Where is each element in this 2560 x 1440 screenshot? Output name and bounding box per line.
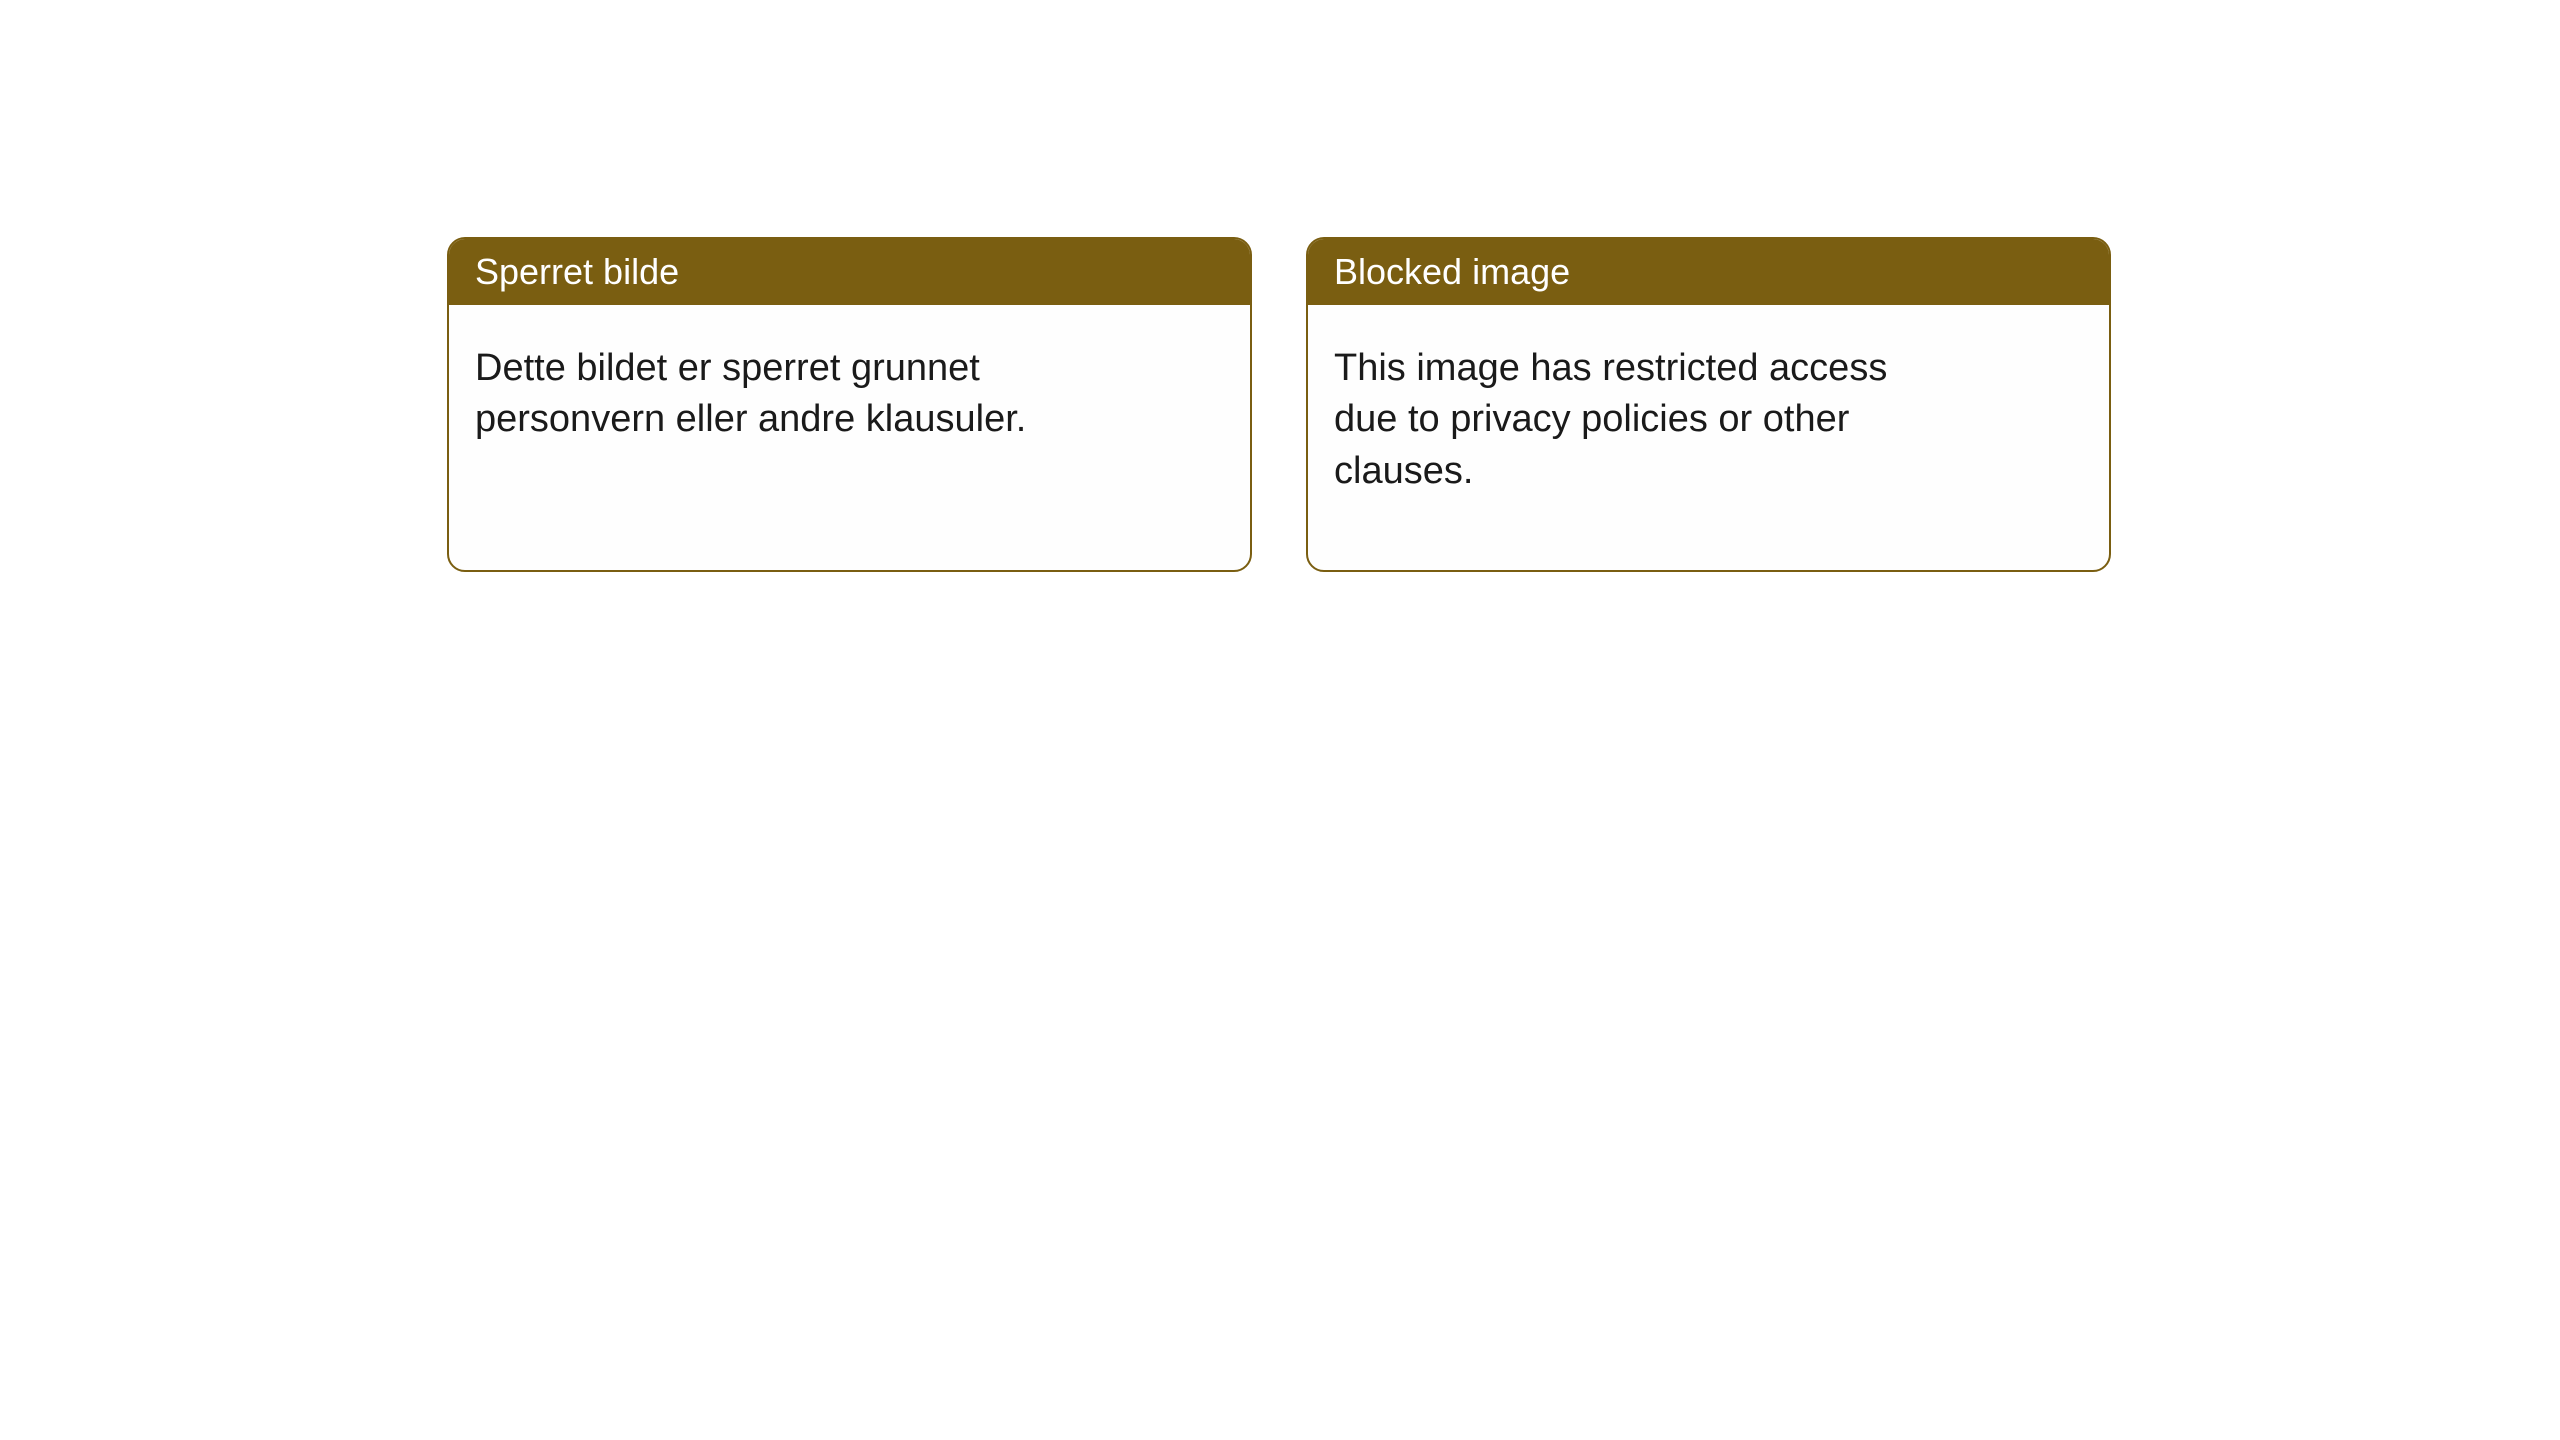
notice-title: Blocked image bbox=[1334, 251, 1570, 292]
notice-body-text: This image has restricted access due to … bbox=[1334, 347, 1887, 492]
notice-title: Sperret bilde bbox=[475, 251, 679, 292]
notice-card-norwegian: Sperret bilde Dette bildet er sperret gr… bbox=[447, 237, 1252, 572]
notice-body: This image has restricted access due to … bbox=[1308, 305, 1968, 535]
notice-body-text: Dette bildet er sperret grunnet personve… bbox=[475, 347, 1026, 440]
notice-header: Blocked image bbox=[1308, 239, 2109, 305]
notice-body: Dette bildet er sperret grunnet personve… bbox=[449, 305, 1109, 484]
notice-header: Sperret bilde bbox=[449, 239, 1250, 305]
notice-container: Sperret bilde Dette bildet er sperret gr… bbox=[0, 0, 2560, 572]
notice-card-english: Blocked image This image has restricted … bbox=[1306, 237, 2111, 572]
